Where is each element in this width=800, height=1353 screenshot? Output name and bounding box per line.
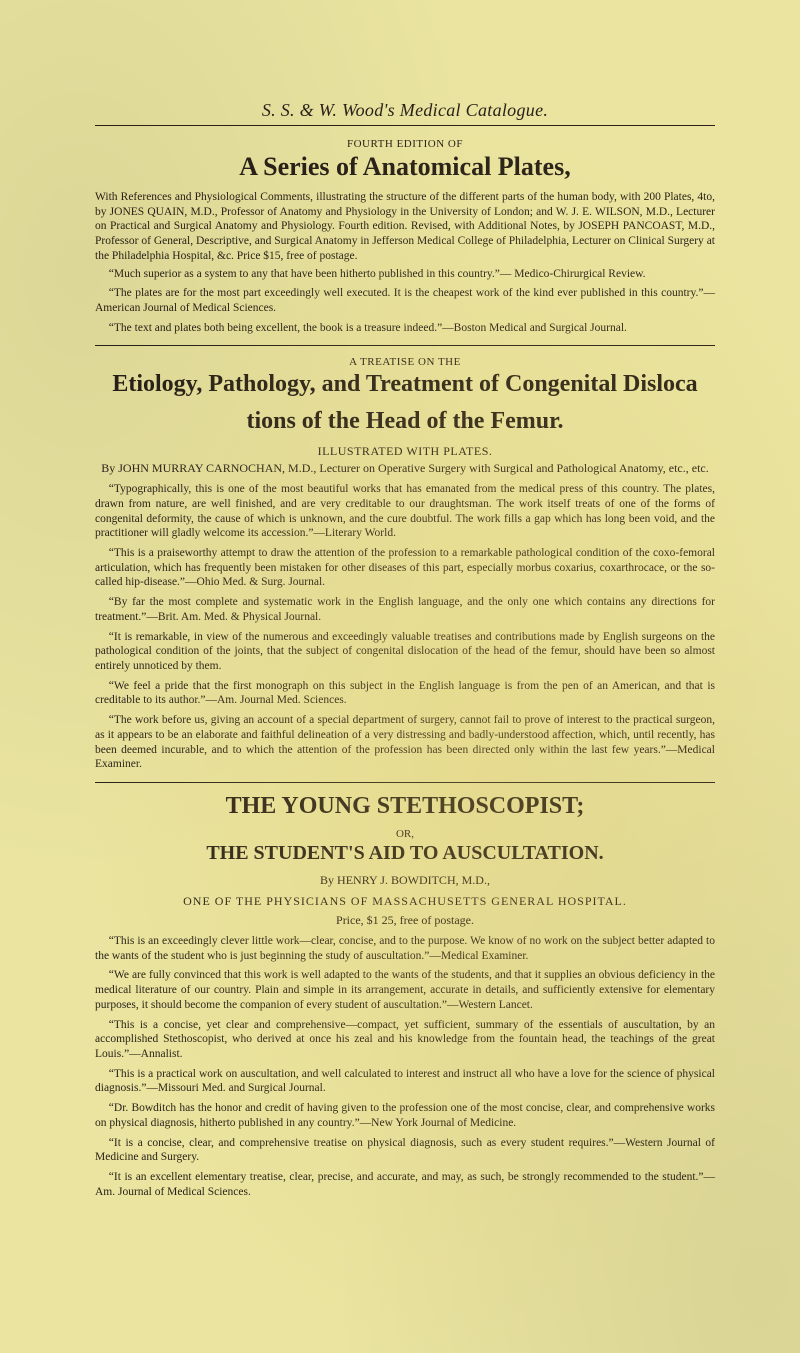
- sec1-q1: “Much superior as a system to any that h…: [95, 267, 715, 282]
- sec2-p5: “We feel a pride that the first monograp…: [95, 679, 715, 708]
- sec3-p7: “It is an excellent elementary treatise,…: [95, 1170, 715, 1199]
- sec2-title-l1: Etiology, Pathology, and Treatment of Co…: [95, 370, 715, 399]
- sec1-q3: “The text and plates both being excellen…: [95, 321, 715, 336]
- sec2-p6: “The work before us, giving an account o…: [95, 713, 715, 772]
- sec2-illus: ILLUSTRATED WITH PLATES.: [95, 444, 715, 459]
- sec2-p1: “Typographically, this is one of the mos…: [95, 482, 715, 541]
- sec2-p3: “By far the most complete and systematic…: [95, 595, 715, 624]
- sec3-subtitle: THE STUDENT'S AID TO AUSCULTATION.: [95, 842, 715, 865]
- divider: [95, 782, 715, 783]
- sec2-title-l2: tions of the Head of the Femur.: [95, 407, 715, 436]
- sec3-or: OR,: [95, 828, 715, 840]
- sec2-body: “Typographically, this is one of the mos…: [95, 482, 715, 772]
- page: S. S. & W. Wood's Medical Catalogue. FOU…: [0, 0, 800, 1353]
- sec3-body: “This is an exceedingly clever little wo…: [95, 934, 715, 1200]
- sec3-p6: “It is a concise, clear, and comprehensi…: [95, 1136, 715, 1165]
- sec3-title: THE YOUNG STETHOSCOPIST;: [95, 793, 715, 820]
- sec2-p4: “It is remarkable, in view of the numero…: [95, 630, 715, 674]
- catalogue-header: S. S. & W. Wood's Medical Catalogue.: [95, 100, 715, 126]
- sec1-q2: “The plates are for the most part exceed…: [95, 286, 715, 315]
- sec2-p2: “This is a praiseworthy attempt to draw …: [95, 546, 715, 590]
- sec2-byline: By JOHN MURRAY CARNOCHAN, M.D., Lecturer…: [95, 461, 715, 476]
- divider: [95, 345, 715, 346]
- sec2-super: A TREATISE ON THE: [95, 356, 715, 368]
- sec1-intro: With References and Physiological Commen…: [95, 190, 715, 264]
- sec3-byline: By HENRY J. BOWDITCH, M.D.,: [95, 873, 715, 888]
- sec3-p4: “This is a practical work on auscultatio…: [95, 1067, 715, 1096]
- sec3-affil: ONE OF THE PHYSICIANS OF MASSACHUSETTS G…: [95, 894, 715, 909]
- sec3-p5: “Dr. Bowditch has the honor and credit o…: [95, 1101, 715, 1130]
- sec1-title: A Series of Anatomical Plates,: [95, 152, 715, 182]
- sec3-p2: “We are fully convinced that this work i…: [95, 968, 715, 1012]
- sec1-body: With References and Physiological Commen…: [95, 190, 715, 335]
- sec3-p1: “This is an exceedingly clever little wo…: [95, 934, 715, 963]
- sec3-p3: “This is a concise, yet clear and compre…: [95, 1018, 715, 1062]
- sec1-super: FOURTH EDITION OF: [95, 138, 715, 150]
- sec3-price: Price, $1 25, free of postage.: [95, 913, 715, 928]
